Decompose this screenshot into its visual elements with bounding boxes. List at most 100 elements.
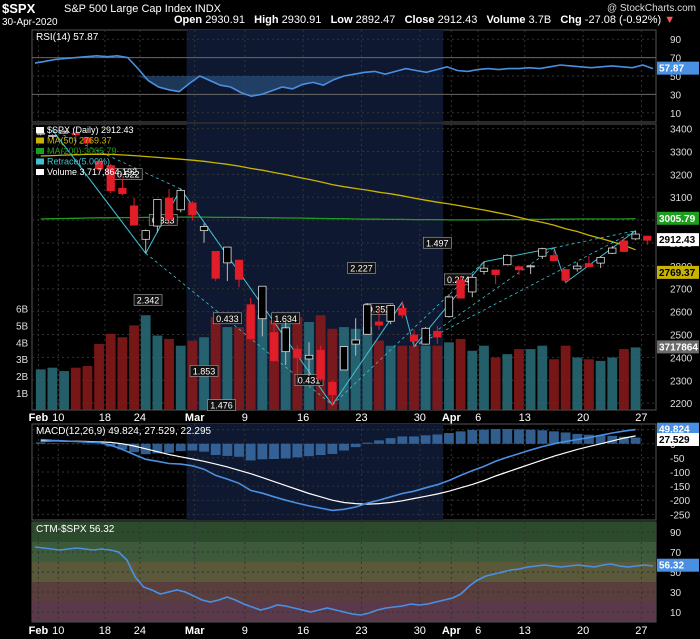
price-legend-item: Volume 3,717,864,192 <box>47 167 137 177</box>
volume-bar <box>444 342 454 410</box>
macd-tick-label: -100 <box>670 468 690 479</box>
candle <box>339 346 349 371</box>
x-axis-label-bottom: Apr <box>442 625 462 637</box>
rsi-tick-label: 50 <box>670 72 682 83</box>
macd-histogram-bar <box>630 437 641 444</box>
retrace-label-box <box>347 262 376 274</box>
candle <box>398 302 407 319</box>
candle <box>526 264 535 275</box>
ohlc-summary: Open 2930.91 High 2930.91 Low 2892.47 Cl… <box>174 14 676 26</box>
candle-body <box>409 334 419 342</box>
x-axis-label-bottom: 9 <box>242 625 248 637</box>
candle <box>164 188 174 226</box>
ma50-last-label: 2769.37 <box>659 268 696 279</box>
candle-body <box>573 265 582 270</box>
candle-body <box>293 348 302 359</box>
macd-tick-label: -150 <box>670 482 690 493</box>
volume-bar <box>479 345 489 410</box>
candle <box>608 245 617 254</box>
macd-line <box>40 428 636 512</box>
candle-body <box>83 137 92 144</box>
candle-body <box>444 296 454 318</box>
retrace-label-box <box>133 294 163 306</box>
candle <box>223 246 232 281</box>
x-axis-label-bottom: 23 <box>355 625 367 637</box>
candle <box>374 308 384 330</box>
ma200-line <box>40 216 636 221</box>
rsi-last-label-bg <box>657 61 699 75</box>
x-axis-label-bottom: 24 <box>134 625 146 637</box>
candle <box>573 262 582 272</box>
ma50-last-label-bg <box>657 265 699 279</box>
x-axis-label: 13 <box>519 412 531 424</box>
candle <box>468 275 477 298</box>
chart-date: 30-Apr-2020 <box>2 17 58 28</box>
volume-last-label: 3717864 <box>659 342 698 353</box>
retrace-label: 1.853 <box>193 366 216 376</box>
macd-signal-line <box>40 435 636 505</box>
volume-bar <box>619 349 629 410</box>
candle <box>456 275 465 299</box>
retrace-dashed-line <box>332 261 485 406</box>
signal-last-label-bg <box>657 433 699 446</box>
x-axis-label-bottom: 10 <box>52 625 64 637</box>
retrace-label: 1.634 <box>274 314 297 324</box>
x-axis-label-bottom: 30 <box>414 625 426 637</box>
candle <box>538 247 547 259</box>
price-tick-label: 3200 <box>670 170 693 181</box>
macd-histogram-bar <box>385 438 396 444</box>
macd-histogram-bar <box>374 440 384 444</box>
macd-histogram-bar <box>467 429 478 444</box>
macd-histogram-bar <box>409 436 419 444</box>
macd-histogram-bar <box>455 431 466 444</box>
volume-tick-label: 5B <box>16 321 29 332</box>
price-tick-label: 2400 <box>670 353 693 364</box>
ctm-legend: CTM-$SPX 56.32 <box>36 524 115 535</box>
retrace-label: 2.342 <box>137 295 160 305</box>
candle-body <box>339 346 349 371</box>
candle-body <box>643 235 652 241</box>
price-tick-label: 2500 <box>670 330 693 341</box>
candle-body <box>223 246 232 264</box>
retrace-dashed-line <box>52 129 147 254</box>
macd-histogram-bar <box>280 443 291 459</box>
candle <box>234 259 244 288</box>
retrace-label-box <box>213 312 242 325</box>
candle <box>491 269 500 284</box>
x-axis-label: 23 <box>355 412 367 424</box>
volume-bar <box>630 347 641 410</box>
candle-body <box>608 247 617 254</box>
legend-swatch <box>36 127 44 133</box>
macd-histogram-bar <box>315 443 326 456</box>
macd-histogram-bar <box>257 443 268 460</box>
volume-bar <box>257 315 268 410</box>
rsi-tick-label: 70 <box>670 54 682 65</box>
macd-histogram-bar <box>175 443 186 452</box>
volume-bar <box>432 345 443 410</box>
candle-body <box>118 187 127 194</box>
candle <box>176 189 185 213</box>
candle-body <box>561 269 570 281</box>
candle-body <box>398 308 407 316</box>
price-tick-label: 3400 <box>670 125 693 136</box>
macd-histogram-bar <box>292 443 303 458</box>
down-arrow-icon: ▼ <box>664 14 676 26</box>
retrace-label: 0.433 <box>216 314 239 324</box>
candle <box>596 256 605 268</box>
x-axis-label: 18 <box>99 412 111 424</box>
macd-histogram-bar <box>350 443 361 448</box>
volume-bar <box>490 357 501 410</box>
candle <box>129 197 139 226</box>
candle <box>549 250 559 262</box>
x-axis-label: Mar <box>185 412 205 424</box>
candle <box>316 345 325 382</box>
price-tick-label: 2600 <box>670 308 693 319</box>
volume-bar <box>525 349 536 410</box>
candle <box>328 380 337 405</box>
rsi-below-50-fill <box>35 76 653 97</box>
candle <box>94 160 104 172</box>
ma200-last-label: 3005.79 <box>659 214 696 225</box>
candle-body <box>141 230 150 240</box>
candle-body <box>281 327 290 353</box>
